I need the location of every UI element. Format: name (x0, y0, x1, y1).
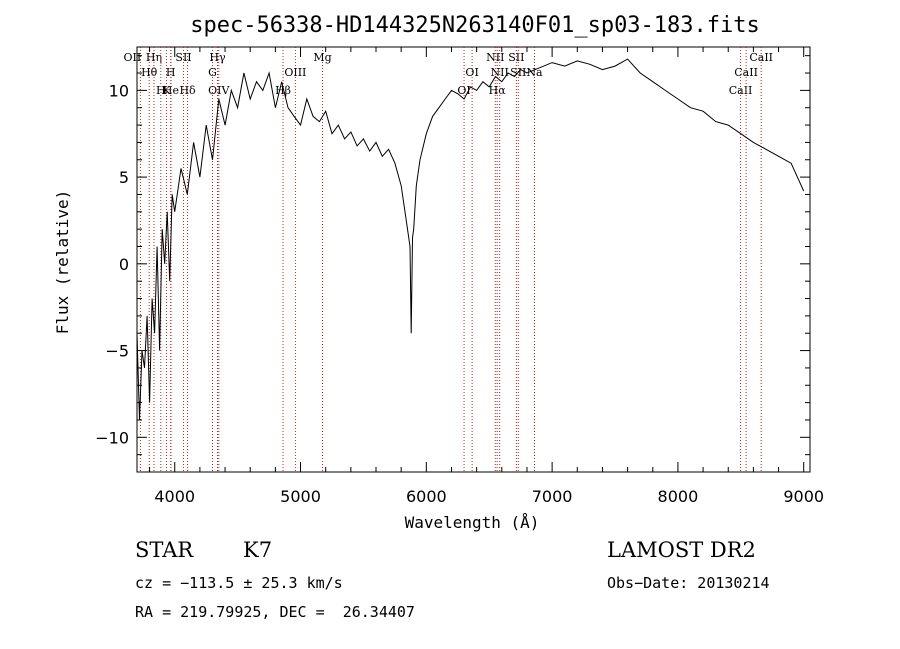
x-tick-label: 8000 (658, 487, 699, 506)
line-marker-label: SII (508, 51, 524, 64)
x-tick-label: 9000 (783, 487, 824, 506)
x-tick-label: 5000 (280, 487, 321, 506)
x-tick-label: 6000 (406, 487, 447, 506)
y-axis-label: Flux (relative) (53, 190, 72, 335)
line-marker-label: Na (526, 66, 543, 79)
line-marker-label: OII (124, 51, 142, 64)
line-marker-label: Hη (146, 51, 162, 64)
line-marker-label: Hδ (179, 84, 196, 97)
line-marker-label: OIII (284, 66, 306, 79)
object-subclass: K7 (243, 538, 273, 562)
redshift-cz: cz = −113.5 ± 25.3 km/s (135, 574, 343, 592)
line-marker-label: Hθ (141, 66, 158, 79)
ra-dec-coords: RA = 219.79925, DEC = 26.34407 (135, 603, 415, 621)
line-marker-label: H (156, 84, 166, 97)
obs-date: Obs−Date: 20130214 (607, 574, 770, 592)
line-marker-label: OI (465, 66, 478, 79)
line-marker-label: H (166, 66, 176, 79)
line-marker-label: CaII (729, 84, 753, 97)
axis-tick-labels: 4000 5000 6000 7000 8000 9000 −10 −5 0 5 10 (95, 81, 824, 506)
x-axis-label: Wavelength (Å) (405, 513, 540, 532)
line-marker-label: NII (486, 51, 504, 64)
line-marker-label: OI (457, 84, 470, 97)
y-tick-label: −5 (105, 342, 129, 361)
axis-ticks (137, 47, 810, 473)
line-marker-label: OIV (208, 84, 230, 97)
survey-name: LAMOST DR2 (607, 538, 756, 562)
line-marker-label: Hγ (209, 51, 226, 64)
line-marker-label: Hα (489, 84, 507, 97)
y-tick-label: −10 (95, 428, 129, 447)
spectrum-line (136, 58, 805, 421)
y-tick-label: 0 (119, 255, 129, 274)
line-marker-label: CaII (749, 51, 773, 64)
plot-frame (136, 46, 811, 473)
line-marker-label: NII (491, 66, 509, 79)
chart-title: spec-56338-HD144325N263140F01_sp03-183.f… (190, 13, 760, 38)
line-marker-label: He (163, 84, 179, 97)
line-marker-label: Mg (313, 51, 331, 64)
line-marker-label: CaII (734, 66, 758, 79)
y-tick-label: 5 (119, 168, 129, 187)
x-tick-label: 4000 (154, 487, 195, 506)
line-marker-label: SII (175, 51, 191, 64)
y-tick-label: 10 (109, 81, 129, 100)
x-tick-label: 7000 (532, 487, 573, 506)
line-marker-label: K (162, 84, 171, 97)
object-class: STAR (135, 538, 194, 562)
line-marker-label: G (208, 66, 217, 79)
